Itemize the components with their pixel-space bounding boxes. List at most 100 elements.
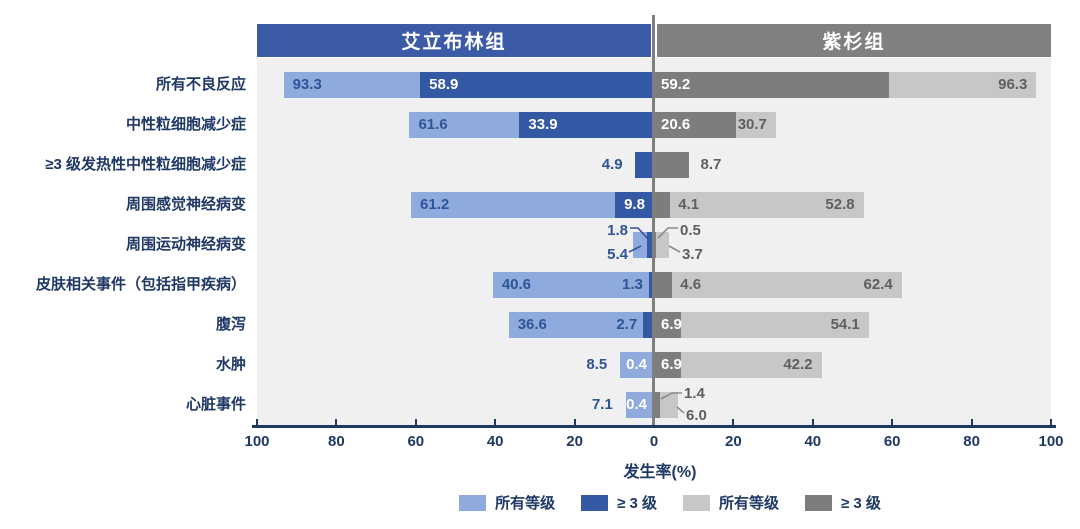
x-axis-tick-label: 60 bbox=[883, 433, 901, 450]
x-axis-tick bbox=[970, 419, 973, 425]
bar-right-grade3 bbox=[654, 72, 890, 98]
bar-value-label: 54.1 bbox=[830, 316, 860, 333]
category-label: 中性粒细胞减少症 bbox=[125, 116, 246, 133]
group-header-taxane-label: 紫杉组 bbox=[822, 32, 886, 53]
legend-label: ≥ 3 级 bbox=[617, 495, 657, 512]
bar-value-label: 1.3 bbox=[621, 276, 643, 293]
legend-item: 所有等级 bbox=[683, 492, 779, 513]
bar-left-grade3 bbox=[420, 72, 654, 98]
x-axis-tick-label: 40 bbox=[804, 433, 822, 450]
x-axis-tick bbox=[1050, 419, 1052, 425]
bar-right-grade3 bbox=[654, 192, 671, 218]
bar-value-label: 96.3 bbox=[998, 76, 1028, 93]
bar-left-grade3 bbox=[648, 272, 654, 298]
bar-value-label: 42.2 bbox=[783, 356, 813, 373]
bar-right-grade3 bbox=[654, 352, 682, 378]
legend-label: 所有等级 bbox=[495, 495, 556, 512]
callout-value-label: 5.4 bbox=[607, 246, 628, 263]
bar-right-all-grades bbox=[654, 192, 864, 218]
bar-left-all-grades bbox=[492, 272, 654, 298]
x-axis-tick bbox=[811, 419, 814, 425]
x-axis-tick bbox=[256, 419, 258, 425]
x-axis-title: 发生率(%) bbox=[623, 464, 697, 481]
bar-value-label: 4.1 bbox=[678, 196, 700, 213]
bar-right-all-grades bbox=[654, 352, 822, 378]
bar-value-label: 36.6 bbox=[517, 316, 547, 333]
x-axis-line bbox=[252, 425, 1056, 428]
bar-value-label: 52.8 bbox=[825, 196, 855, 213]
bar-value-label: 40.6 bbox=[501, 276, 532, 293]
bar-value-label: 30.7 bbox=[737, 116, 767, 133]
group-header-eribulin-label: 艾立布林组 bbox=[401, 32, 507, 53]
bar-value-label: 9.8 bbox=[624, 196, 645, 213]
callout-value-label: 1.8 bbox=[607, 222, 628, 239]
bar-value-label: 58.9 bbox=[429, 76, 459, 93]
category-label: 周围感觉神经病变 bbox=[125, 196, 246, 213]
bar-value-label: 2.7 bbox=[616, 316, 638, 333]
bar-left-all-grades bbox=[625, 392, 654, 418]
bar-value-label: 8.5 bbox=[586, 356, 608, 373]
category-label: 腹泻 bbox=[215, 316, 246, 333]
bar-left-all-grades bbox=[620, 352, 654, 378]
x-axis-tick bbox=[891, 419, 894, 425]
bar-value-label: 0.4 bbox=[626, 356, 647, 373]
bar-value-label: 62.4 bbox=[863, 276, 893, 293]
x-axis-tick-label: 20 bbox=[566, 433, 583, 450]
bar-right-grade3 bbox=[654, 392, 660, 418]
x-axis-tick bbox=[732, 419, 735, 425]
category-label: 心脏事件 bbox=[185, 396, 246, 413]
legend-swatch bbox=[683, 494, 710, 511]
x-axis-tick-label: 100 bbox=[244, 433, 270, 450]
callout-value-label: 1.4 bbox=[684, 385, 705, 402]
bar-right-all-grades bbox=[654, 312, 869, 338]
bar-value-label: 8.7 bbox=[700, 156, 722, 173]
chart-legend: 所有等级 ≥ 3 级 所有等级 ≥ 3 级 bbox=[260, 492, 1080, 513]
category-label: ≥3 级发热性中性粒细胞减少症 bbox=[45, 156, 246, 173]
x-axis-tick bbox=[494, 419, 497, 425]
category-label: 水肿 bbox=[215, 356, 246, 373]
legend-item: ≥ 3 级 bbox=[581, 492, 657, 513]
legend-label: 所有等级 bbox=[719, 495, 780, 512]
legend-swatch bbox=[581, 494, 609, 511]
category-label: 周围运动神经病变 bbox=[125, 236, 246, 253]
zero-axis-line bbox=[652, 15, 655, 425]
category-label: 所有不良反应 bbox=[155, 76, 246, 93]
bar-value-label: 7.1 bbox=[591, 396, 613, 413]
bar-value-label: 0.4 bbox=[626, 396, 647, 413]
group-header-taxane: 紫杉组 bbox=[657, 24, 1051, 57]
x-axis-tick-label: 0 bbox=[649, 433, 659, 450]
x-axis-tick bbox=[573, 419, 576, 425]
group-header-eribulin: 艾立布林组 bbox=[257, 24, 651, 57]
bar-left-grade3 bbox=[646, 232, 654, 258]
x-axis-tick-label: 60 bbox=[407, 433, 425, 450]
x-axis-tick-label: 80 bbox=[963, 433, 980, 450]
bar-value-label: 4.9 bbox=[601, 156, 623, 173]
x-axis-tick-label: 80 bbox=[328, 433, 345, 450]
bar-value-label: 6.9 bbox=[661, 316, 682, 333]
bar-value-label: 20.6 bbox=[661, 116, 691, 133]
callout-value-label: 3.7 bbox=[682, 246, 703, 263]
x-axis-tick bbox=[335, 419, 338, 425]
bar-right-all-grades bbox=[654, 232, 669, 258]
legend-item: ≥ 3 级 bbox=[805, 492, 881, 513]
bar-value-label: 61.2 bbox=[420, 196, 450, 213]
legend-swatch bbox=[805, 494, 833, 511]
bar-right-all-grades bbox=[654, 272, 902, 298]
bar-left-grade3 bbox=[634, 152, 654, 178]
callout-value-label: 0.5 bbox=[680, 222, 701, 239]
bar-right-grade3 bbox=[654, 152, 689, 178]
bar-right-grade3 bbox=[654, 272, 673, 298]
bar-value-label: 93.3 bbox=[292, 76, 322, 93]
callout-value-label: 6.0 bbox=[686, 407, 707, 424]
legend-label: ≥ 3 级 bbox=[841, 495, 881, 512]
bar-value-label: 61.6 bbox=[418, 116, 448, 133]
x-axis-tick-label: 20 bbox=[725, 433, 742, 450]
bar-left-all-grades bbox=[411, 192, 654, 218]
bar-value-label: 59.2 bbox=[661, 76, 691, 93]
bar-left-grade3 bbox=[643, 312, 654, 338]
bar-right-grade3 bbox=[654, 312, 682, 338]
x-axis-tick-label: 100 bbox=[1038, 433, 1064, 450]
bar-left-grade3 bbox=[519, 112, 654, 138]
bar-value-label: 6.9 bbox=[661, 356, 682, 373]
